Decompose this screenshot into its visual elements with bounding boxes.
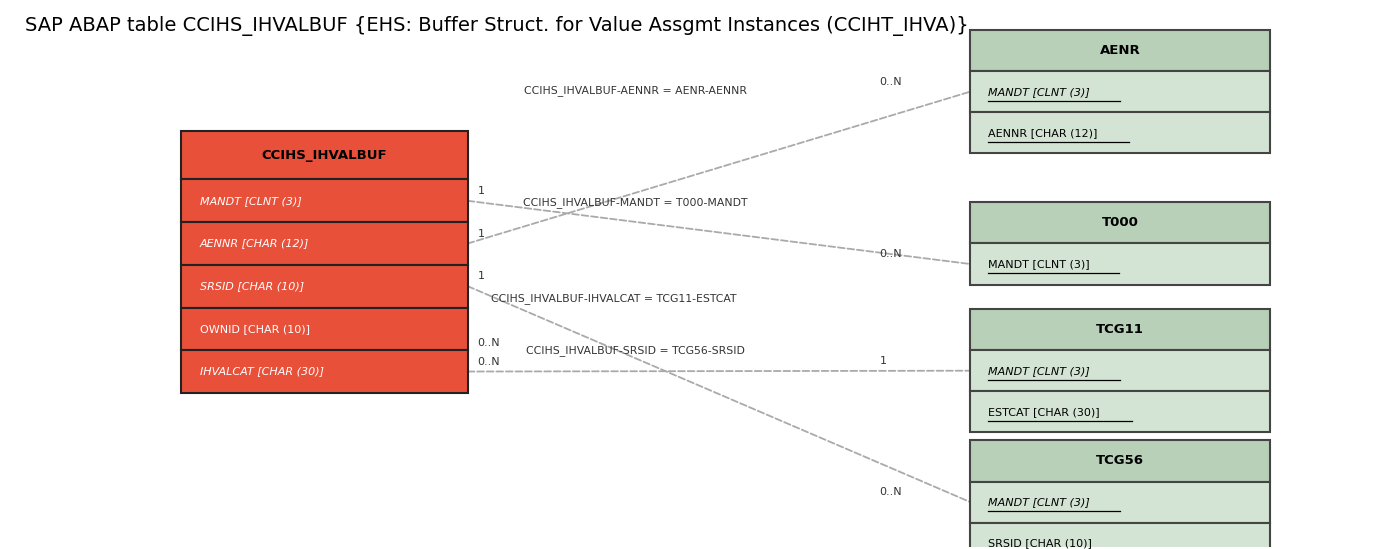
Text: AENNR [CHAR (12)]: AENNR [CHAR (12)] <box>988 128 1097 138</box>
Text: CCIHS_IHVALBUF-AENNR = AENR-AENNR: CCIHS_IHVALBUF-AENNR = AENR-AENNR <box>524 85 747 96</box>
Text: TCG11: TCG11 <box>1096 323 1145 336</box>
Bar <box>970 244 1270 284</box>
Bar <box>970 309 1270 350</box>
Text: SAP ABAP table CCIHS_IHVALBUF {EHS: Buffer Struct. for Value Assgmt Instances (C: SAP ABAP table CCIHS_IHVALBUF {EHS: Buff… <box>25 16 969 36</box>
Bar <box>970 391 1270 432</box>
Text: 1: 1 <box>477 228 484 239</box>
Text: 0..N: 0..N <box>879 77 902 87</box>
Text: CCIHS_IHVALBUF: CCIHS_IHVALBUF <box>262 149 387 162</box>
Text: SRSID [CHAR (10)]: SRSID [CHAR (10)] <box>988 538 1092 548</box>
Text: IHVALCAT [CHAR (30)]: IHVALCAT [CHAR (30)] <box>200 367 324 377</box>
Text: TCG56: TCG56 <box>1096 455 1145 468</box>
Text: SRSID [CHAR (10)]: SRSID [CHAR (10)] <box>200 281 304 291</box>
Bar <box>970 481 1270 523</box>
Text: MANDT [CLNT (3)]: MANDT [CLNT (3)] <box>200 196 302 206</box>
Bar <box>970 112 1270 153</box>
Bar <box>181 307 468 350</box>
Text: 1: 1 <box>879 356 886 366</box>
Text: 0..N: 0..N <box>879 487 902 497</box>
Text: CCIHS_IHVALBUF-IHVALCAT = TCG11-ESTCAT: CCIHS_IHVALBUF-IHVALCAT = TCG11-ESTCAT <box>491 293 737 304</box>
Text: 0..N: 0..N <box>879 249 902 259</box>
Bar <box>970 71 1270 112</box>
Bar <box>970 523 1270 549</box>
Text: ESTCAT [CHAR (30)]: ESTCAT [CHAR (30)] <box>988 407 1100 417</box>
Text: 1: 1 <box>477 271 484 281</box>
Text: CCIHS_IHVALBUF-MANDT = T000-MANDT: CCIHS_IHVALBUF-MANDT = T000-MANDT <box>524 197 747 208</box>
Bar <box>970 440 1270 481</box>
Text: MANDT [CLNT (3)]: MANDT [CLNT (3)] <box>988 87 1090 97</box>
Text: OWNID [CHAR (10)]: OWNID [CHAR (10)] <box>200 324 310 334</box>
Bar <box>970 203 1270 244</box>
Text: AENR: AENR <box>1100 44 1141 57</box>
Bar <box>970 350 1270 391</box>
Text: MANDT [CLNT (3)]: MANDT [CLNT (3)] <box>988 366 1090 376</box>
Text: CCIHS_IHVALBUF-SRSID = TCG56-SRSID: CCIHS_IHVALBUF-SRSID = TCG56-SRSID <box>526 345 744 356</box>
Bar <box>181 222 468 265</box>
Bar <box>970 30 1270 71</box>
Text: 0..N: 0..N <box>477 338 500 348</box>
Text: AENNR [CHAR (12)]: AENNR [CHAR (12)] <box>200 238 309 249</box>
Text: T000: T000 <box>1101 216 1139 229</box>
Bar <box>181 265 468 307</box>
Bar <box>181 350 468 393</box>
Text: MANDT [CLNT (3)]: MANDT [CLNT (3)] <box>988 259 1090 269</box>
Bar <box>181 131 468 180</box>
Text: MANDT [CLNT (3)]: MANDT [CLNT (3)] <box>988 497 1090 507</box>
Text: 0..N: 0..N <box>477 357 500 367</box>
Text: 1: 1 <box>477 186 484 196</box>
Bar <box>181 180 468 222</box>
